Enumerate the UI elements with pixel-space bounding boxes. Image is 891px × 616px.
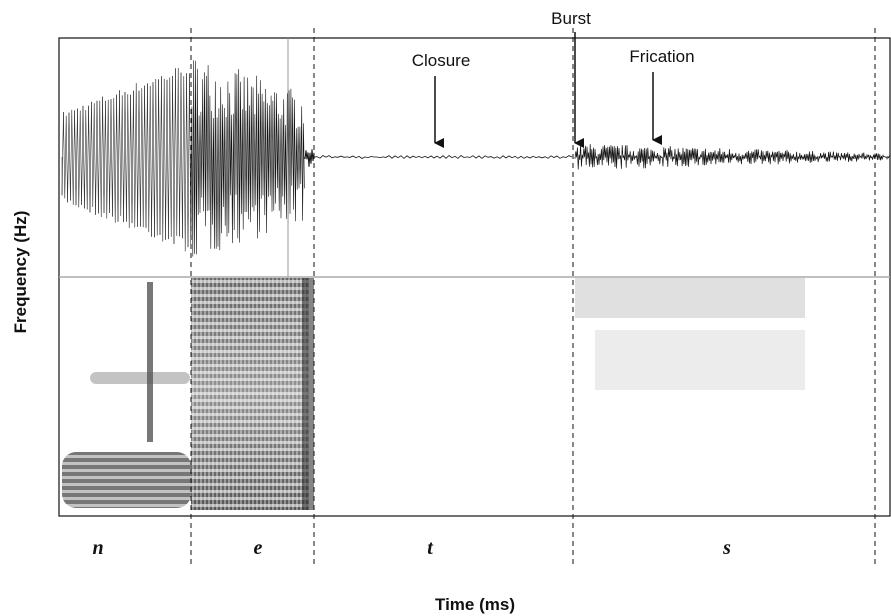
segment-label: s — [722, 537, 731, 559]
nasal-formant — [90, 372, 190, 384]
closure-wave — [313, 154, 573, 159]
waveform — [61, 60, 890, 257]
frication-wave — [574, 143, 890, 170]
segment-label: t — [427, 537, 434, 559]
frication-noise — [575, 278, 805, 318]
annotation: Closure — [412, 51, 471, 70]
murmur-harmonics — [62, 452, 191, 508]
x-axis-label: Time (ms) — [435, 595, 515, 614]
vowel-wave — [190, 60, 305, 257]
segment-label: e — [254, 537, 263, 559]
segment-label: n — [92, 537, 103, 559]
pulses — [191, 278, 309, 510]
frication-noise-low — [595, 330, 805, 390]
spectrogram — [62, 278, 805, 510]
offset-wave — [304, 149, 315, 167]
vowel-offset — [302, 278, 314, 510]
annotation: Frication — [629, 47, 694, 66]
nasal-wave — [61, 67, 192, 252]
y-axis-label: Frequency (Hz) — [11, 211, 30, 334]
annotation: Burst — [551, 9, 591, 28]
release-line — [147, 282, 153, 442]
